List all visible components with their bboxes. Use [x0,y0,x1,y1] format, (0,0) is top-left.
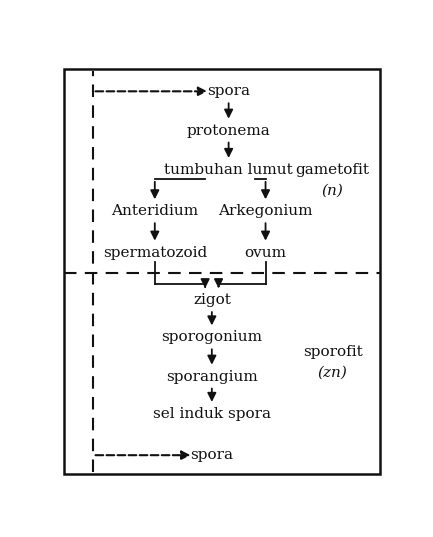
Text: ovum: ovum [245,245,287,259]
Text: (zn): (zn) [318,366,348,380]
Text: spora: spora [191,448,233,462]
Text: tumbuhan lumut: tumbuhan lumut [164,163,293,177]
Text: Anteridium: Anteridium [111,204,198,218]
Text: gametofit: gametofit [296,163,370,177]
Text: spora: spora [207,84,250,98]
Text: sporofit: sporofit [303,345,362,359]
Text: spermatozoid: spermatozoid [103,245,207,259]
Text: sporangium: sporangium [166,369,258,383]
Text: zigot: zigot [193,293,231,307]
Text: Arkegonium: Arkegonium [218,204,313,218]
Text: sporogonium: sporogonium [162,330,262,344]
Text: (n): (n) [322,184,344,198]
Text: sel induk spora: sel induk spora [153,407,271,421]
Text: protonema: protonema [187,124,271,137]
